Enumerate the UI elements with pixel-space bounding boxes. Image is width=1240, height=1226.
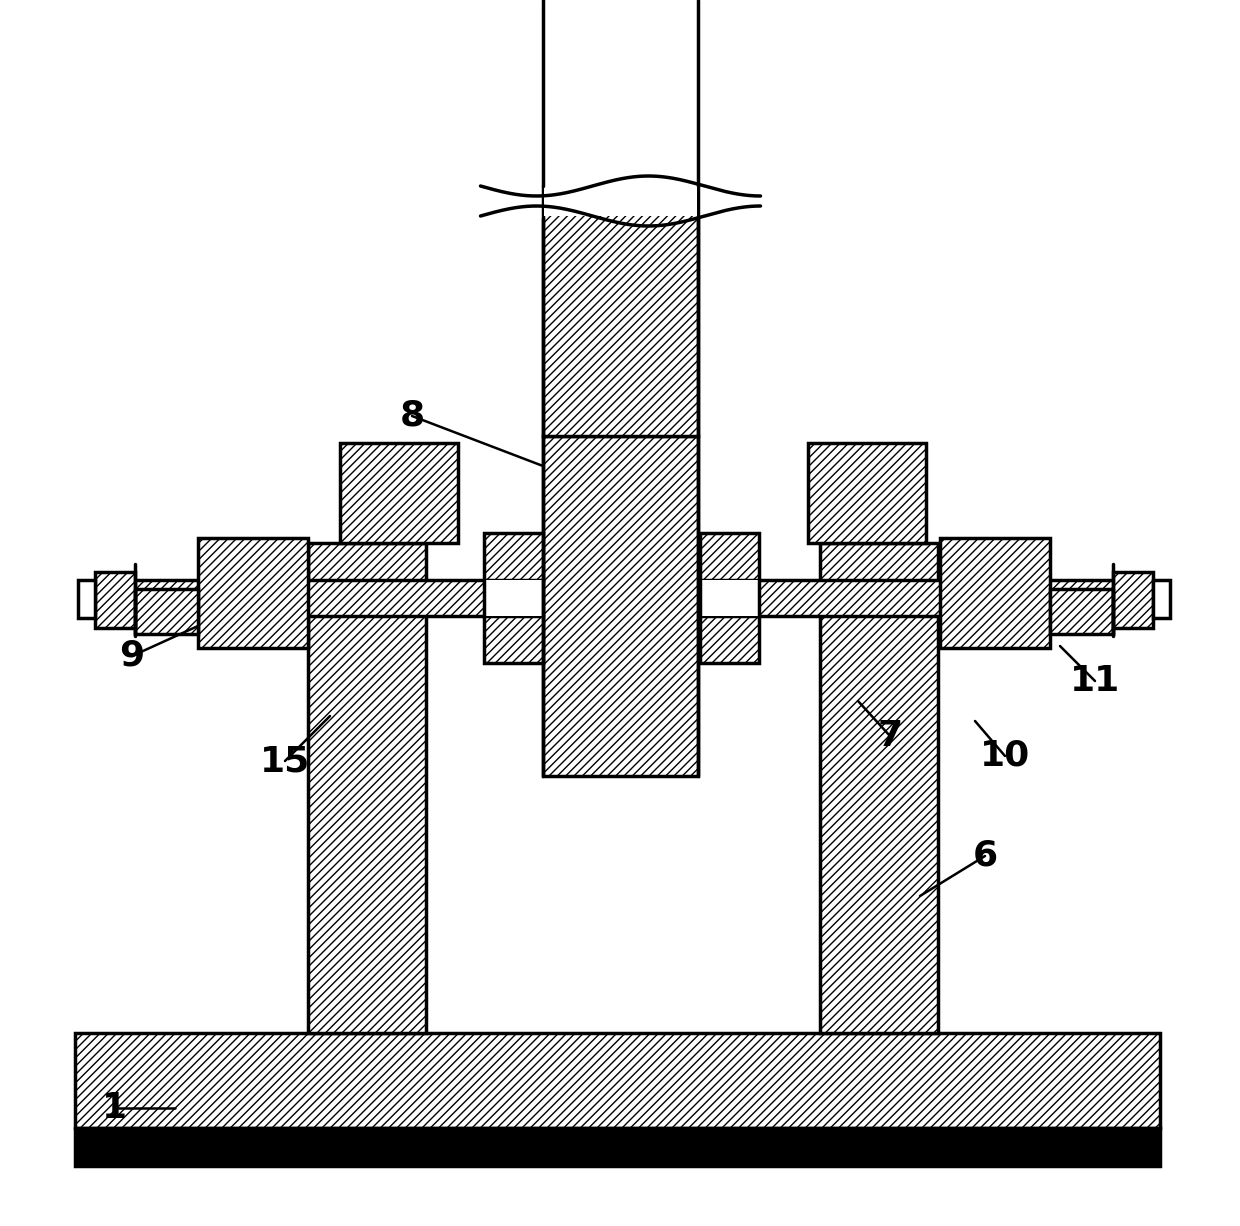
Bar bbox=[701, 533, 759, 580]
Text: 1: 1 bbox=[103, 1091, 128, 1125]
Bar bbox=[703, 580, 1148, 615]
Bar bbox=[74, 1128, 1159, 1166]
Bar bbox=[78, 580, 95, 618]
Text: 8: 8 bbox=[399, 398, 424, 433]
Bar bbox=[135, 588, 198, 634]
Bar bbox=[74, 1034, 1159, 1128]
Text: 6: 6 bbox=[972, 839, 997, 873]
Bar bbox=[940, 538, 1050, 649]
Text: 7: 7 bbox=[878, 718, 903, 753]
Bar bbox=[701, 580, 759, 615]
Bar bbox=[808, 443, 926, 543]
Bar bbox=[95, 573, 135, 628]
Bar bbox=[820, 543, 937, 1034]
Bar bbox=[308, 543, 427, 1034]
Text: 10: 10 bbox=[980, 739, 1030, 774]
Bar bbox=[100, 580, 543, 615]
Bar bbox=[198, 538, 308, 649]
Text: 11: 11 bbox=[1070, 664, 1120, 698]
Bar bbox=[1114, 573, 1153, 628]
Bar bbox=[484, 580, 543, 615]
Bar bbox=[1153, 580, 1171, 618]
Bar bbox=[543, 56, 698, 436]
Bar bbox=[484, 533, 543, 580]
Bar bbox=[544, 186, 697, 216]
Bar bbox=[1050, 588, 1114, 634]
Bar bbox=[484, 615, 543, 663]
Bar bbox=[340, 443, 458, 543]
Bar bbox=[701, 615, 759, 663]
Text: 15: 15 bbox=[260, 744, 310, 779]
Text: 9: 9 bbox=[119, 639, 145, 673]
Bar bbox=[543, 436, 698, 776]
Bar bbox=[0, 0, 1240, 186]
